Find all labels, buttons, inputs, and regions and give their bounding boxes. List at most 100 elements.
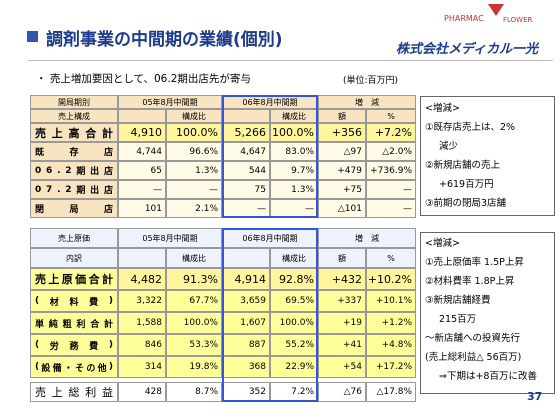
bullet: 売上増加要因として、06.2期出店先が寄与 xyxy=(49,73,251,85)
data-cell: +10.2% xyxy=(366,268,416,290)
data-cell: 4,482 xyxy=(118,268,166,290)
data-cell: 428 xyxy=(118,382,166,402)
header-blank xyxy=(118,248,166,268)
data-cell: — xyxy=(166,180,222,199)
data-cell: +75 xyxy=(318,180,366,199)
data-cell: +432 xyxy=(318,268,366,290)
row-label: 単純粗利合計 xyxy=(30,312,118,334)
data-cell: 92.8% xyxy=(270,268,318,290)
header-cell: 05年8月中間期 xyxy=(118,95,222,109)
data-cell: 96.6% xyxy=(166,142,222,161)
data-cell: 846 xyxy=(118,334,166,356)
bullet-text: ・ 売上増加要因として、06.2期出店先が寄与 xyxy=(36,73,251,85)
title: 調剤事業の中間期の業績(個別) xyxy=(46,30,283,50)
data-cell: 314 xyxy=(118,356,166,378)
data-cell: 4,744 xyxy=(118,142,166,161)
header-cell: 売上原価 xyxy=(30,228,118,248)
note-line: ②新規店舗の売上 xyxy=(425,160,501,171)
data-cell: +736.9% xyxy=(366,161,416,180)
page-number: 37 xyxy=(527,390,543,403)
logo-mark xyxy=(488,4,504,16)
data-cell: △2.0% xyxy=(366,142,416,161)
header-blank xyxy=(118,109,166,123)
sales-notes: <増減> ①既存店売上は、2% 減少 ②新規店舗の売上 +619百万円 ③前期の閉局3店舗 xyxy=(420,96,555,216)
data-cell: 53.3% xyxy=(166,334,222,356)
note-line: ③前期の閉局3店舗 xyxy=(425,198,507,209)
note-line: ②材料費率 1.8P上昇 xyxy=(425,276,515,287)
data-cell: +19 xyxy=(318,312,366,334)
data-cell: +337 xyxy=(318,290,366,312)
header-cell: 開局期別 xyxy=(30,95,118,109)
data-cell: +7.2% xyxy=(366,123,416,142)
data-cell: — xyxy=(118,180,166,199)
data-cell: 8.7% xyxy=(166,382,222,402)
data-cell: — xyxy=(366,180,416,199)
data-cell: +17.2% xyxy=(366,356,416,378)
data-cell: △101 xyxy=(318,199,366,218)
data-cell: 100.0% xyxy=(166,312,222,334)
data-cell: 19.8% xyxy=(166,356,222,378)
note-line: <増減> xyxy=(425,103,460,114)
header-cell: 構成比 xyxy=(166,248,222,268)
cost-notes: <増減> ①売上原価率 1.5P上昇 ②材料費率 1.8P上昇 ③新規店舗経費 215百… xyxy=(420,232,555,394)
header-cell: 売上構成 xyxy=(30,109,118,123)
data-cell: +10.1% xyxy=(366,290,416,312)
data-cell: +356 xyxy=(318,123,366,142)
data-cell: 91.3% xyxy=(166,268,222,290)
company-name: 株式会社メディカル一光 xyxy=(396,42,539,57)
note-line: ①既存店売上は、2% xyxy=(425,122,516,133)
data-cell: 1.3% xyxy=(166,161,222,180)
note-line: 減少 xyxy=(439,141,459,152)
row-label: 売上原価合計 xyxy=(30,268,118,290)
note-line: 〜新店舗への投資先行 xyxy=(425,333,521,344)
data-cell: 1,607 xyxy=(222,312,270,334)
data-cell: 101 xyxy=(118,199,166,218)
logo-brand: FLOWER xyxy=(503,16,533,24)
row-label: 既存店 xyxy=(30,142,118,161)
data-cell: — xyxy=(366,199,416,218)
data-cell: 1,588 xyxy=(118,312,166,334)
note-line: <増減> xyxy=(425,238,460,249)
header-cell: 構成比 xyxy=(166,109,222,123)
note-line: (売上総利益△ 56百万) xyxy=(425,352,522,363)
highlight-box xyxy=(222,95,318,218)
note-line: +619百万円 xyxy=(439,179,494,190)
header-cell: % xyxy=(366,248,416,268)
data-cell: 67.7% xyxy=(166,290,222,312)
header-cell: 内訳 xyxy=(30,248,118,268)
header-cell: 増 減 xyxy=(318,95,416,109)
data-cell: △76 xyxy=(318,382,366,402)
row-label: (労務費) xyxy=(30,334,118,356)
title-bullet xyxy=(27,31,38,42)
row-label: 閉局店 xyxy=(30,199,118,218)
data-cell: +54 xyxy=(318,356,366,378)
unit: (単位:百万円) xyxy=(343,76,399,86)
header-cell: 増 減 xyxy=(318,228,416,248)
note-line: ①売上原価率 1.5P上昇 xyxy=(425,257,524,268)
data-cell: 22.9% xyxy=(270,356,318,378)
row-label: 売上高合計 xyxy=(30,123,118,142)
logo-top: PHARMAC xyxy=(444,14,484,23)
data-cell: △97 xyxy=(318,142,366,161)
data-cell: 3,659 xyxy=(222,290,270,312)
data-cell: +41 xyxy=(318,334,366,356)
header-cell: 額 xyxy=(318,248,366,268)
data-cell: 4,914 xyxy=(222,268,270,290)
data-cell: +1.2% xyxy=(366,312,416,334)
data-cell: 3,322 xyxy=(118,290,166,312)
row-label: 売上総利益 xyxy=(30,382,118,402)
data-cell: △17.8% xyxy=(366,382,416,402)
header-cell: % xyxy=(366,109,416,123)
data-cell: 65 xyxy=(118,161,166,180)
rule xyxy=(28,60,553,61)
header-cell: 額 xyxy=(318,109,366,123)
data-cell: 4,910 xyxy=(118,123,166,142)
highlight-box xyxy=(222,228,318,402)
note-line: 215百万 xyxy=(439,314,477,325)
data-cell: 2.1% xyxy=(166,199,222,218)
data-cell: +4.8% xyxy=(366,334,416,356)
header-cell: 05年8月中間期 xyxy=(118,228,222,248)
